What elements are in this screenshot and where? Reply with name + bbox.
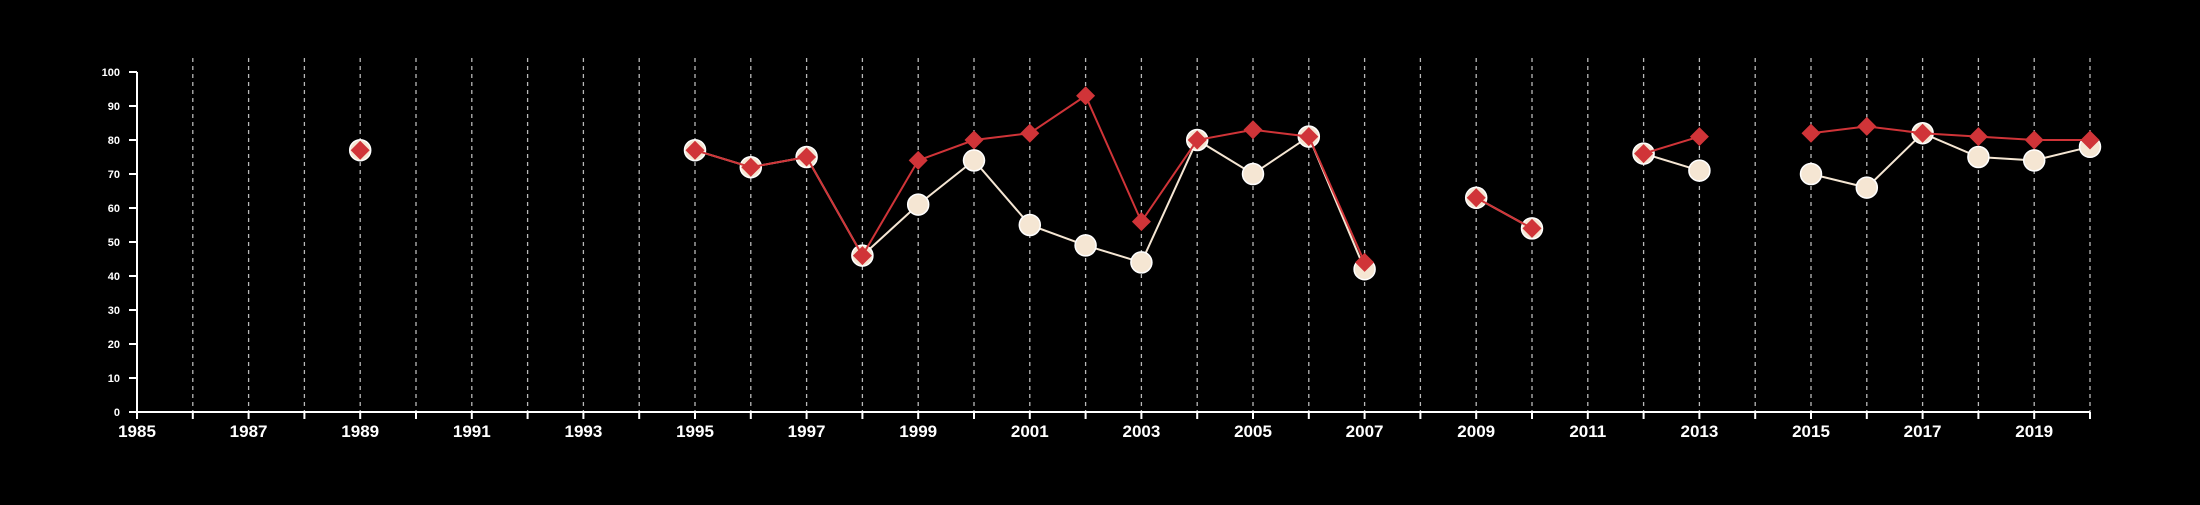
x-tick-label-2011: 2011 — [1569, 422, 1606, 441]
series-1-line-3 — [1643, 135, 1700, 155]
point-circle-2005 — [1241, 162, 1265, 186]
point-diamond-2013 — [1689, 127, 1709, 147]
series-0 — [348, 121, 2102, 281]
point-circle-2019 — [2022, 149, 2046, 172]
point-diamond-1997 — [797, 147, 817, 167]
point-diamond-2010 — [1522, 218, 1542, 238]
y-tick-label-100: 100 — [102, 67, 120, 79]
point-diamond-2001 — [1020, 123, 1040, 143]
y-tick-label-10: 10 — [108, 373, 120, 385]
series-1-line-4 — [1810, 125, 2090, 141]
point-diamond-1989 — [350, 140, 370, 160]
x-tick-label-1987: 1987 — [230, 422, 268, 441]
y-tick-label-80: 80 — [108, 135, 120, 147]
point-diamond-2003 — [1131, 212, 1151, 232]
y-tick-label-40: 40 — [108, 271, 120, 283]
point-circle-1999 — [906, 193, 930, 216]
point-diamond-2006 — [1299, 127, 1319, 147]
point-diamond-2012 — [1634, 144, 1654, 164]
point-circle-2000 — [962, 149, 986, 172]
x-tick-label-2001: 2001 — [1011, 422, 1049, 441]
y-tick-label-30: 30 — [108, 305, 120, 317]
x-tick-label-2019: 2019 — [2015, 422, 2053, 441]
x-tick-label-1997: 1997 — [788, 422, 826, 441]
point-diamond-2019 — [2024, 130, 2044, 150]
point-circle-2003 — [1130, 251, 1153, 274]
series — [348, 86, 2102, 281]
point-diamond-2002 — [1076, 86, 1096, 106]
x-tick-label-1995: 1995 — [676, 422, 714, 441]
point-diamond-2000 — [964, 130, 984, 150]
point-circle-2001 — [1018, 213, 1042, 237]
x-tick-label-2003: 2003 — [1122, 422, 1160, 441]
point-diamond-2009 — [1466, 188, 1486, 208]
point-diamond-2017 — [1913, 123, 1933, 143]
point-diamond-2018 — [1968, 127, 1988, 147]
x-tick-label-2005: 2005 — [1234, 422, 1272, 441]
x-tick-label-2015: 2015 — [1792, 422, 1830, 441]
series-1-line-2 — [1475, 196, 1533, 230]
x-tick-label-1985: 1985 — [118, 422, 156, 441]
point-diamond-2007 — [1355, 252, 1375, 272]
x-tick-label-1991: 1991 — [453, 422, 491, 441]
point-diamond-1996 — [741, 157, 761, 177]
point-circle-2013 — [1688, 159, 1711, 182]
grid — [192, 58, 2091, 412]
y-tick-label-0: 0 — [114, 407, 120, 419]
x-tick-label-2017: 2017 — [1904, 422, 1942, 441]
x-tick-label-1989: 1989 — [341, 422, 379, 441]
point-diamond-2005 — [1243, 120, 1263, 140]
x-tick-label-1999: 1999 — [899, 422, 937, 441]
point-diamond-1995 — [685, 140, 705, 160]
point-circle-2018 — [1967, 145, 1990, 169]
y-tick-label-70: 70 — [108, 169, 120, 181]
point-circle-2002 — [1074, 234, 1097, 257]
y-tick-label-50: 50 — [108, 237, 120, 249]
y-tick-label-20: 20 — [108, 339, 120, 351]
x-tick-label-2013: 2013 — [1680, 422, 1718, 441]
point-diamond-1998 — [852, 246, 872, 266]
x-tick-label-2009: 2009 — [1457, 422, 1495, 441]
series-1 — [350, 86, 2100, 272]
point-diamond-1999 — [908, 150, 928, 170]
x-tick-label-1993: 1993 — [564, 422, 602, 441]
point-circle-2016 — [1855, 176, 1879, 199]
point-diamond-2016 — [1857, 116, 1877, 136]
point-circle-2015 — [1799, 162, 1823, 186]
series-0-line-4 — [1810, 132, 2091, 189]
axes: 0 10 20 30 40 50 60 70 80 90 100 1985 1987 1989 1991 19… — [102, 67, 2091, 441]
point-diamond-2020 — [2080, 130, 2100, 150]
x-tick-label-2007: 2007 — [1346, 422, 1384, 441]
point-diamond-2004 — [1187, 130, 1207, 150]
y-tick-label-90: 90 — [108, 101, 120, 113]
point-diamond-2015 — [1801, 123, 1821, 143]
y-tick-label-60: 60 — [108, 203, 120, 215]
